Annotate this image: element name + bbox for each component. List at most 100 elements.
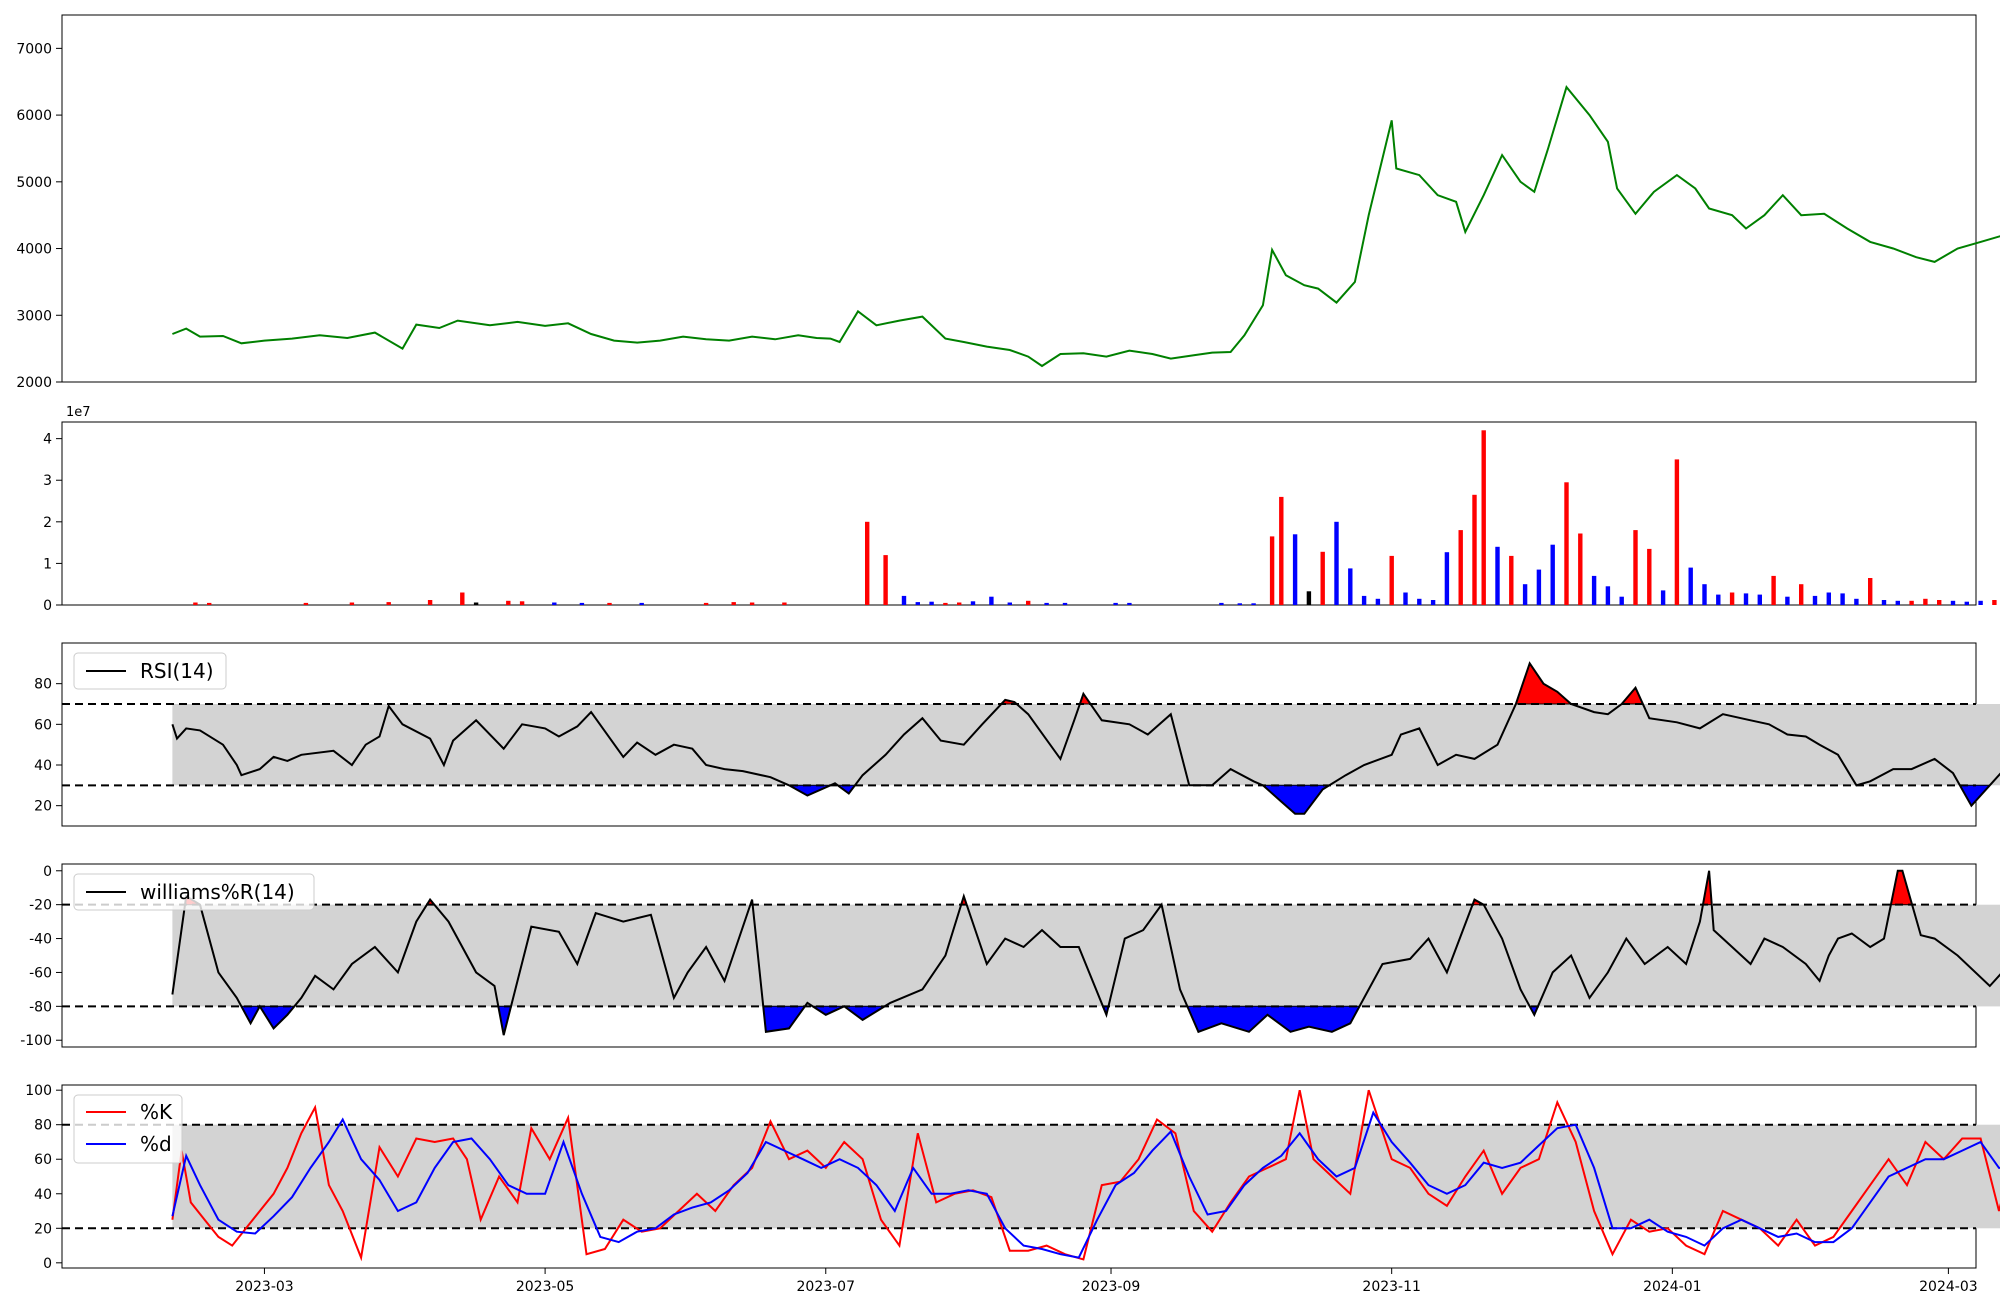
volume-bar: [1417, 599, 1421, 605]
x-tick-label: 2024-03: [1919, 1279, 1978, 1295]
volume-bar: [552, 603, 556, 606]
volume-bar: [474, 603, 478, 606]
rsi-y-tick-label: 20: [34, 799, 52, 815]
price-y-tick-label: 3000: [16, 308, 52, 324]
rsi-y-tick-label: 40: [34, 758, 52, 774]
volume-bar: [1362, 596, 1366, 605]
volume-bar: [428, 600, 432, 605]
volume-bar: [916, 602, 920, 605]
volume-bar: [193, 603, 197, 606]
volume-bar: [1689, 568, 1693, 605]
volume-bar: [1113, 603, 1117, 605]
volume-bar: [1564, 482, 1568, 605]
volume-bar: [1633, 530, 1637, 605]
volume-bar: [350, 603, 354, 606]
volume-bar: [1270, 536, 1274, 605]
volume-bar: [1251, 603, 1255, 605]
volume-bar: [1537, 570, 1541, 605]
volume-bar: [1951, 601, 1955, 605]
price-plot-area: [62, 15, 1976, 382]
stochastic-legend: %K %d: [74, 1095, 182, 1163]
volume-bar: [782, 603, 786, 606]
volume-bar: [1937, 600, 1941, 605]
volume-bar: [304, 603, 308, 605]
volume-bar: [902, 596, 906, 605]
volume-bar: [957, 603, 961, 606]
stochastic-y-tick-label: 0: [43, 1256, 52, 1272]
rsi-y-tick-label: 60: [34, 717, 52, 733]
price-y-tick-label: 2000: [16, 375, 52, 391]
williams-legend-label: williams%R(14): [140, 880, 295, 904]
volume-y-tick-label: 4: [43, 432, 52, 448]
volume-bar: [1965, 602, 1969, 605]
volume-bar: [1771, 576, 1775, 605]
rsi-neutral-band: [172, 704, 2000, 785]
volume-bar: [1495, 547, 1499, 605]
volume-bar: [1661, 590, 1665, 605]
volume-bar: [1606, 586, 1610, 605]
volume-bar: [1592, 576, 1596, 605]
stochastic-y-tick-label: 20: [34, 1221, 52, 1237]
volume-bar: [1647, 549, 1651, 605]
volume-bar: [1896, 601, 1900, 605]
rsi-y-tick-label: 80: [34, 677, 52, 693]
volume-bar: [1219, 603, 1223, 605]
volume-bar: [1044, 603, 1048, 605]
volume-bar: [1813, 596, 1817, 605]
x-tick-label: 2023-07: [797, 1279, 856, 1295]
volume-bar: [1978, 601, 1982, 605]
volume-bar: [1348, 568, 1352, 605]
volume-bar: [1376, 599, 1380, 605]
volume-bar: [607, 603, 611, 605]
volume-bar: [1307, 591, 1311, 605]
williams-legend: williams%R(14): [74, 874, 314, 910]
volume-bar: [1390, 556, 1394, 605]
volume-bar: [1551, 545, 1555, 605]
x-tick-label: 2023-03: [235, 1279, 294, 1295]
volume-bar: [704, 603, 708, 605]
volume-bar: [506, 601, 510, 605]
volume-bar: [207, 603, 211, 605]
williams-y-tick-label: -100: [20, 1033, 52, 1049]
k-legend-label: %K: [140, 1100, 173, 1124]
stochastic-y-tick-label: 60: [34, 1152, 52, 1168]
volume-bar: [1334, 522, 1338, 605]
volume-bar: [1868, 578, 1872, 605]
volume-bar: [1675, 459, 1679, 605]
rsi-panel: 20 40 60 80 RSI(14): [34, 643, 2000, 826]
volume-bar: [1403, 593, 1407, 606]
volume-bar: [883, 555, 887, 605]
price-y-tick-label: 7000: [16, 41, 52, 57]
volume-bar: [1992, 600, 1996, 605]
volume-bar: [1578, 534, 1582, 606]
volume-bar: [1923, 599, 1927, 605]
volume-bar: [1482, 430, 1486, 605]
volume-bar: [1882, 600, 1886, 605]
volume-bar: [1008, 603, 1012, 606]
rsi-legend: RSI(14): [74, 653, 226, 689]
volume-bar: [1799, 584, 1803, 605]
volume-y-tick-label: 2: [43, 515, 52, 531]
volume-bar: [1744, 593, 1748, 605]
volume-bar: [387, 602, 391, 605]
volume-bar: [1827, 593, 1831, 606]
volume-bar: [1523, 584, 1527, 605]
williams-y-tick-label: 0: [43, 864, 52, 880]
volume-bar: [1785, 597, 1789, 605]
price-y-tick-label: 6000: [16, 108, 52, 124]
x-tick-label: 2023-09: [1082, 1279, 1141, 1295]
volume-bar: [1321, 552, 1325, 605]
volume-bar: [929, 602, 933, 605]
volume-bar: [732, 602, 736, 605]
volume-bar: [1730, 593, 1734, 606]
volume-y-tick-label: 3: [43, 473, 52, 489]
volume-bar: [1026, 601, 1030, 605]
volume-bar: [1509, 556, 1513, 605]
volume-bar: [1758, 595, 1762, 605]
volume-bar: [1620, 597, 1624, 605]
volume-bar: [1459, 530, 1463, 605]
volume-bar: [1445, 552, 1449, 605]
price-y-tick-label: 4000: [16, 242, 52, 258]
